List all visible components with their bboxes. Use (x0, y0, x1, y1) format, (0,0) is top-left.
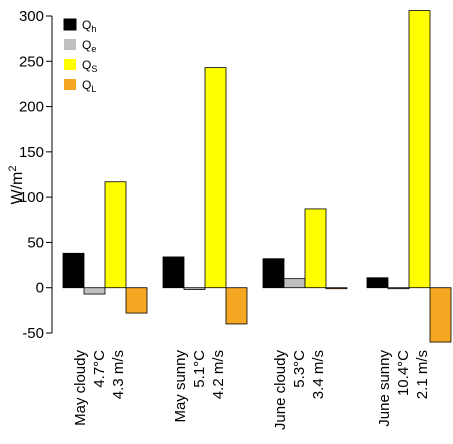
y-axis-label-text: W/m (9, 172, 26, 205)
y-tick-label: 250 (19, 53, 44, 70)
bar-qh-2 (162, 256, 185, 289)
category-label-line2: 5.1°C (191, 350, 208, 388)
category-label-line3: 4.2 m/s (210, 350, 227, 399)
category-label-line2: 10.4°C (395, 350, 412, 396)
legend: Qh Qe QS QL (63, 18, 97, 94)
bar-ql-4 (429, 287, 452, 343)
y-tick-label: 200 (19, 99, 44, 116)
legend-label: QL (82, 78, 96, 94)
category-label-line2: 5.3°C (291, 350, 308, 388)
category-label-line3: 4.3 m/s (110, 350, 127, 399)
legend-swatch (64, 79, 76, 90)
category-label-line1: June sunny (376, 350, 393, 427)
bars (62, 10, 452, 343)
bar-ql-2 (225, 287, 248, 325)
legend-swatch (64, 39, 76, 50)
category-labels: May cloudy 4.7°C 4.3 m/s May sunny 5.1°C 4.2 … (72, 350, 431, 431)
bar-qh-3 (262, 258, 285, 289)
y-tick-label: 0 (36, 280, 44, 297)
legend-swatch (64, 59, 76, 70)
category-label-line3: 2.1 m/s (414, 350, 431, 399)
bar-qs-2 (204, 67, 227, 289)
bar-qe-4 (387, 287, 410, 290)
y-tick-label: 300 (19, 8, 44, 25)
legend-label: Qh (82, 18, 96, 34)
bar-ql-1 (125, 287, 148, 314)
y-tick-label: -50 (22, 325, 44, 342)
category-label-line3: 3.4 m/s (310, 350, 327, 399)
category-label-line1: June cloudy (272, 350, 289, 431)
bar-qs-1 (104, 181, 127, 289)
legend-label: QS (82, 58, 97, 74)
y-axis-label: W/m2 (7, 166, 26, 205)
category-label-line1: May cloudy (72, 350, 89, 426)
y-tick-label: 50 (27, 234, 44, 251)
bar-qs-3 (304, 208, 327, 289)
bar-ql-3 (325, 287, 348, 290)
y-axis: -50 0 50 100 150 200 250 300 (19, 8, 53, 342)
y-tick-label: 150 (19, 144, 44, 161)
bar-qe-3 (283, 278, 306, 289)
bar-qs-4 (408, 10, 431, 289)
bar-qh-1 (62, 252, 85, 289)
legend-label: Qe (82, 38, 96, 54)
bar-qe-2 (183, 287, 206, 290)
y-axis-label-superscript: 2 (7, 166, 19, 172)
bar-qe-1 (83, 287, 106, 295)
category-label-line2: 4.7°C (91, 350, 108, 388)
y-tick-label: 100 (19, 189, 44, 206)
category-label-line1: May sunny (172, 350, 189, 423)
legend-swatch (63, 18, 77, 31)
bar-qh-4 (366, 277, 389, 289)
